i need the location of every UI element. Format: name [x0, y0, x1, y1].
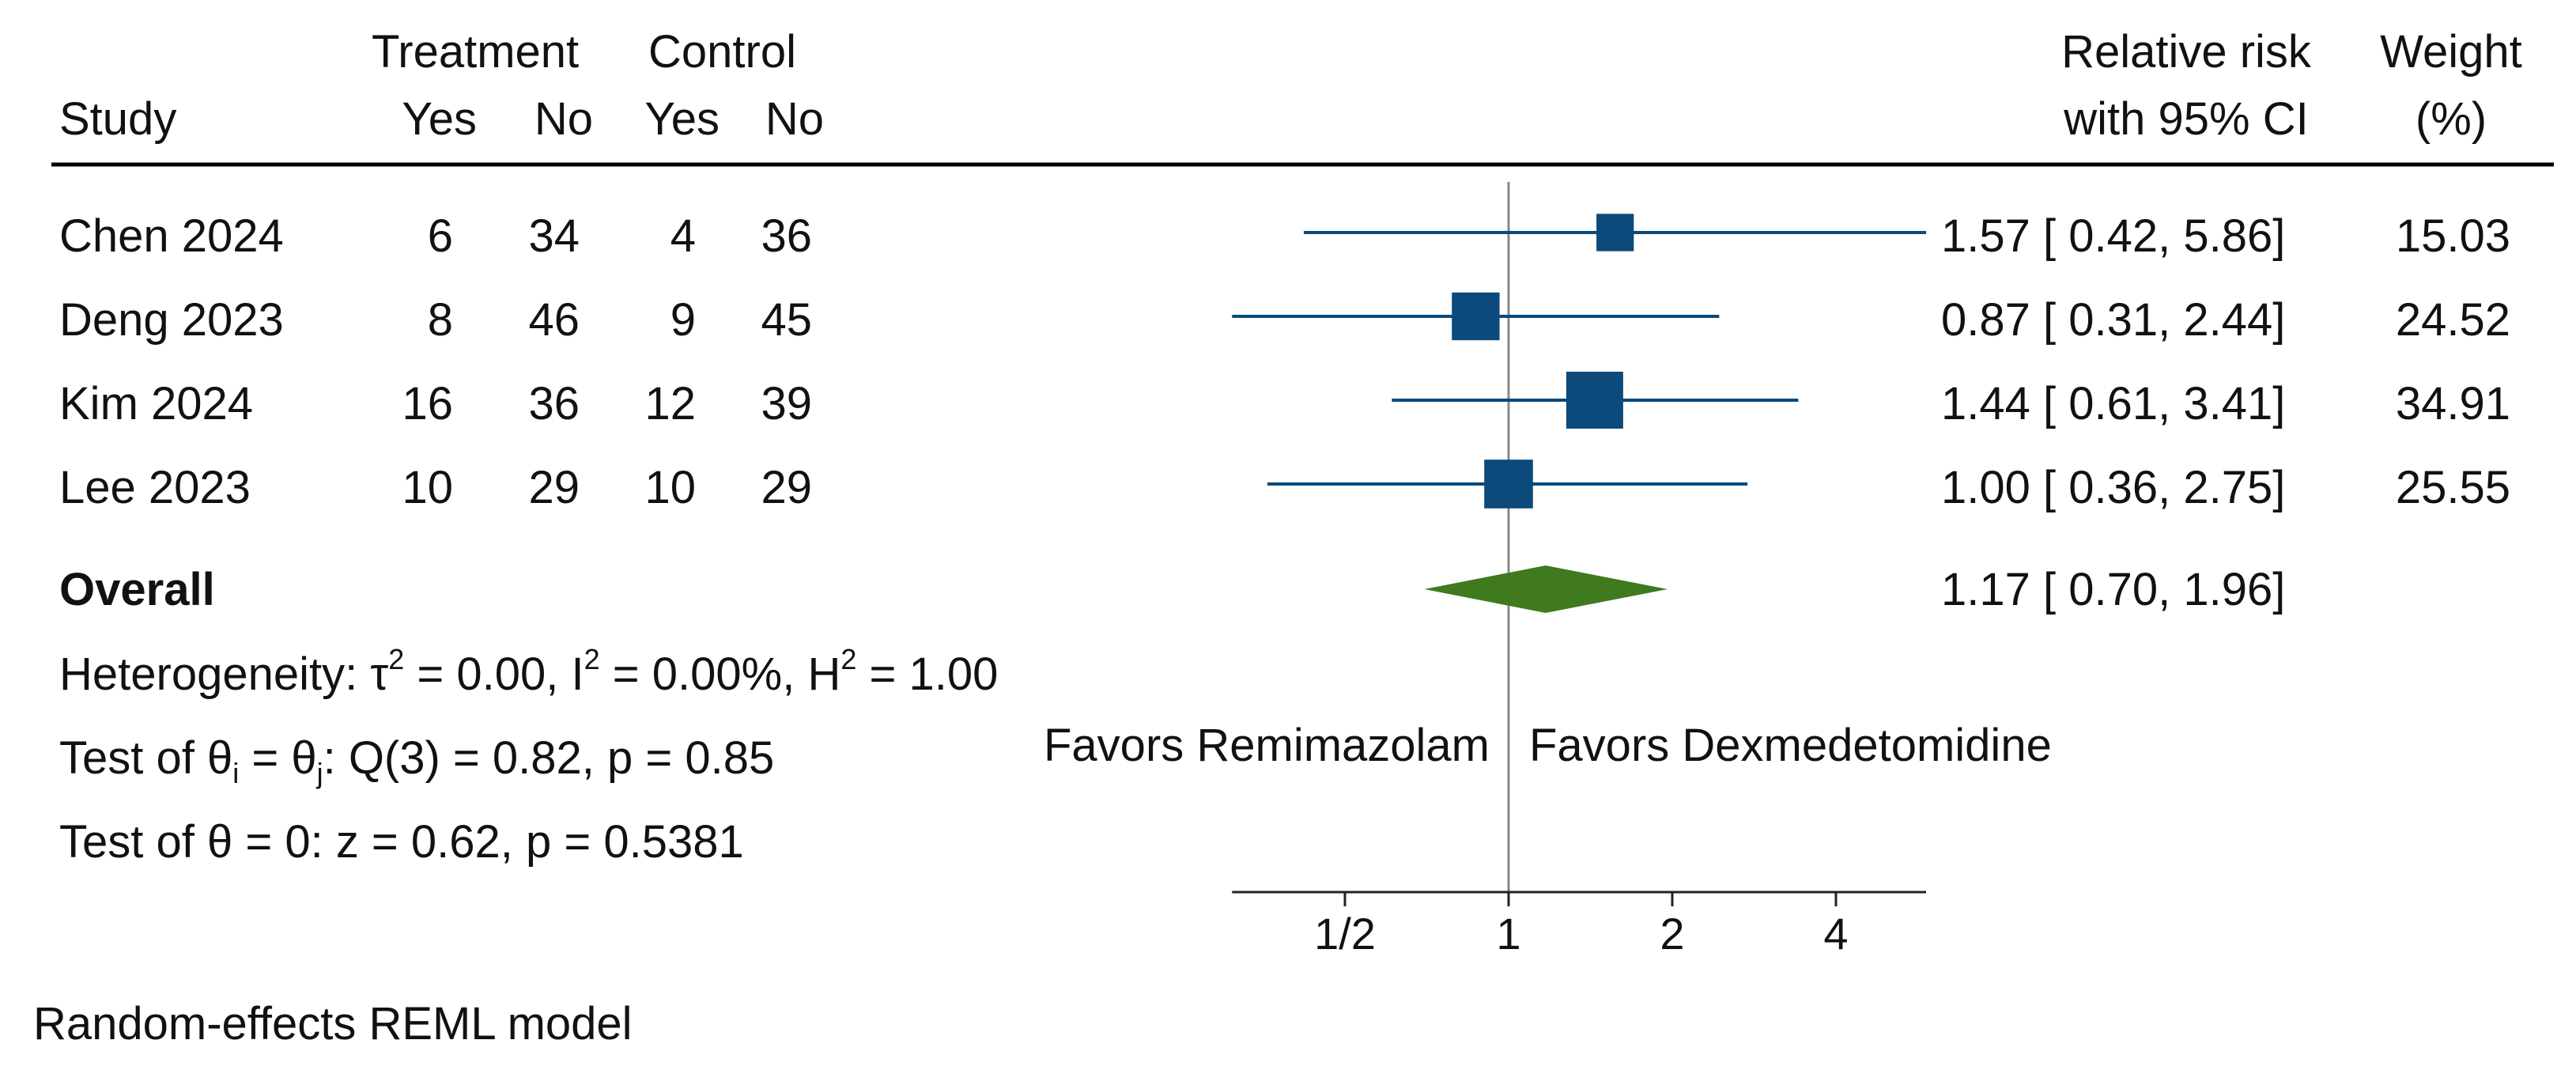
- theta-j-subscript: j: [316, 757, 323, 789]
- control-no: 39: [761, 378, 812, 429]
- test-ij-part2: = θ: [239, 732, 316, 784]
- header-weight-line2: (%): [2415, 93, 2487, 145]
- header-study: Study: [59, 93, 176, 145]
- header-treatment: Treatment: [372, 26, 579, 78]
- header-control: Control: [648, 26, 796, 78]
- tau-superscript: 2: [388, 643, 404, 675]
- i2-superscript: 2: [584, 643, 600, 675]
- control-yes: 9: [670, 294, 696, 346]
- treatment-yes: 10: [402, 462, 453, 513]
- study-weight: 24.52: [2396, 294, 2510, 346]
- study-weight: 15.03: [2396, 210, 2510, 262]
- x-tick-label: 1: [1496, 909, 1520, 959]
- study-point-estimate: [1452, 292, 1500, 341]
- treatment-no: 34: [528, 210, 580, 262]
- control-no: 45: [761, 294, 812, 346]
- study-weight: 34.91: [2396, 378, 2510, 429]
- control-yes: 4: [670, 210, 696, 262]
- treatment-yes: 8: [428, 294, 453, 346]
- x-tick-label: 4: [1823, 909, 1848, 959]
- header-weight-line1: Weight: [2380, 26, 2521, 78]
- control-yes: 12: [644, 378, 696, 429]
- control-no: 36: [761, 210, 812, 262]
- x-axis: 1/2 1 2 4: [1232, 891, 1927, 959]
- study-point-estimate: [1596, 214, 1634, 251]
- study-name: Lee 2023: [59, 462, 251, 513]
- control-yes: 10: [644, 462, 696, 513]
- heterogeneity-text: Heterogeneity: τ2 = 0.00, I2 = 0.00%, H2…: [59, 643, 998, 700]
- treatment-yes: 6: [428, 210, 453, 262]
- study-row-3: Kim 2024 16 36 12 39 1.44 [ 0.61, 3.41] …: [59, 372, 2510, 429]
- study-rr-ci: 1.57 [ 0.42, 5.86]: [1941, 210, 2285, 262]
- treatment-no: 46: [528, 294, 580, 346]
- test-ij-part3: : Q(3) = 0.82, p = 0.85: [323, 732, 775, 784]
- study-name: Kim 2024: [59, 378, 253, 429]
- model-note: Random-effects REML model: [33, 998, 633, 1049]
- table-header: Treatment Control Study Yes No Yes No Re…: [51, 26, 2554, 167]
- test-theta-ij: Test of θi = θj: Q(3) = 0.82, p = 0.85: [59, 732, 774, 789]
- treatment-no: 36: [528, 378, 580, 429]
- study-row-4: Lee 2023 10 29 10 29 1.00 [ 0.36, 2.75] …: [59, 459, 2510, 513]
- favors-left-label: Favors Remimazolam: [1044, 720, 1490, 771]
- header-rr-line2: with 95% CI: [2063, 93, 2308, 145]
- study-rr-ci: 0.87 [ 0.31, 2.44]: [1941, 294, 2285, 346]
- overall-label: Overall: [59, 564, 215, 615]
- study-name: Chen 2024: [59, 210, 284, 262]
- h2-superscript: 2: [840, 643, 856, 675]
- header-control-no: No: [765, 93, 824, 145]
- test-theta-zero: Test of θ = 0: z = 0.62, p = 0.5381: [59, 816, 744, 868]
- overall-rr-ci: 1.17 [ 0.70, 1.96]: [1941, 564, 2285, 615]
- study-point-estimate: [1566, 372, 1623, 429]
- study-row-2: Deng 2023 8 46 9 45 0.87 [ 0.31, 2.44] 2…: [59, 292, 2510, 346]
- treatment-yes: 16: [402, 378, 453, 429]
- header-treatment-no: No: [534, 93, 593, 145]
- x-tick-label: 2: [1660, 909, 1684, 959]
- study-rr-ci: 1.44 [ 0.61, 3.41]: [1941, 378, 2285, 429]
- treatment-no: 29: [528, 462, 580, 513]
- overall-row: Overall 1.17 [ 0.70, 1.96]: [59, 564, 2285, 615]
- study-row-1: Chen 2024 6 34 4 36 1.57 [ 0.42, 5.86] 1…: [59, 210, 2510, 262]
- heterogeneity-prefix: Heterogeneity: τ: [59, 649, 388, 700]
- control-no: 29: [761, 462, 812, 513]
- overall-diamond: [1424, 565, 1668, 613]
- study-name: Deng 2023: [59, 294, 284, 346]
- header-control-yes: Yes: [644, 93, 720, 145]
- heterogeneity-part3: = 0.00%, H: [600, 649, 841, 700]
- header-treatment-yes: Yes: [402, 93, 477, 145]
- study-point-estimate: [1484, 459, 1533, 509]
- test-ij-prefix: Test of θ: [59, 732, 232, 784]
- study-weight: 25.55: [2396, 462, 2510, 513]
- study-rr-ci: 1.00 [ 0.36, 2.75]: [1941, 462, 2285, 513]
- heterogeneity-part2: = 0.00, I: [404, 649, 584, 700]
- header-rr-line1: Relative risk: [2061, 26, 2312, 78]
- heterogeneity-part4: = 1.00: [856, 649, 998, 700]
- favors-right-label: Favors Dexmedetomidine: [1529, 720, 2052, 771]
- theta-i-subscript: i: [232, 757, 239, 789]
- x-tick-label: 1/2: [1314, 909, 1376, 959]
